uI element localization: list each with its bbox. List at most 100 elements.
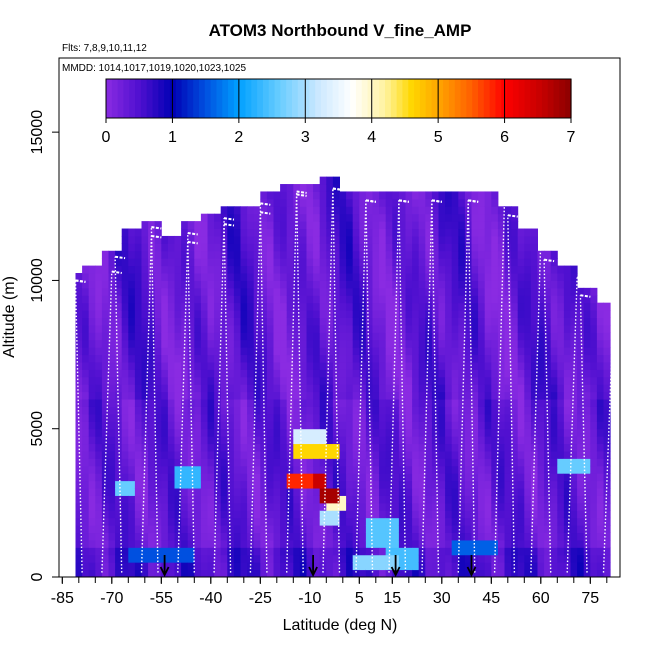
heatmap-cell [200, 332, 208, 341]
heatmap-cell [445, 539, 453, 548]
heatmap-cell [207, 436, 215, 445]
heatmap-cell [405, 206, 413, 215]
heatmap-cell [484, 198, 492, 207]
heatmap-cell [227, 213, 235, 222]
heatmap-cell [451, 488, 459, 496]
heatmap-cell [286, 198, 294, 207]
heatmap-cell [524, 532, 532, 541]
heatmap-cell [207, 465, 215, 474]
heatmap-cell [167, 332, 175, 341]
heatmap-cell [101, 287, 109, 296]
heatmap-cell [339, 221, 347, 230]
heatmap-cell [141, 391, 149, 400]
heatmap-cell [471, 458, 479, 467]
heatmap-cell [365, 562, 373, 571]
heatmap-cell [504, 510, 512, 519]
heatmap-cell [280, 206, 288, 215]
heatmap-cell [530, 310, 538, 318]
heatmap-cell [418, 273, 426, 281]
heatmap-cell [458, 213, 466, 222]
heatmap-cell [504, 421, 512, 430]
heatmap-cell [260, 465, 268, 474]
heatmap-cell [471, 361, 479, 370]
heatmap-cell [570, 458, 578, 467]
heatmap-cell [530, 280, 538, 289]
heatmap-cell [299, 213, 307, 222]
heatmap-cell [220, 554, 228, 563]
heatmap-cell [148, 354, 156, 363]
heatmap-cell [148, 480, 156, 489]
heatmap-cell [464, 391, 472, 400]
heatmap-cell [537, 295, 545, 304]
heatmap-cell [464, 495, 472, 504]
heatmap-cell [280, 421, 288, 430]
heatmap-cell [365, 399, 373, 407]
heatmap-cell [352, 369, 360, 378]
heatmap-cell [491, 569, 499, 578]
heatmap-cell [240, 280, 248, 289]
heatmap-cell [392, 399, 400, 407]
heatmap-cell [273, 562, 281, 571]
heatmap-cell [524, 547, 532, 556]
heatmap-cell [570, 465, 578, 474]
heatmap-cell [286, 250, 294, 259]
heatmap-cell [352, 532, 360, 541]
heatmap-cell [194, 354, 202, 363]
heatmap-cell [306, 399, 314, 407]
heatmap-cell [530, 458, 538, 467]
heatmap-cell [511, 488, 519, 496]
heatmap-cell [280, 324, 288, 333]
heatmap-cell [603, 361, 611, 370]
heatmap-cell [108, 554, 116, 563]
heatmap-cell [154, 502, 162, 511]
heatmap-cell [497, 510, 505, 519]
heatmap-cell [161, 473, 169, 482]
heatmap-cell [299, 258, 307, 267]
heatmap-cell [398, 465, 406, 474]
heatmap-cell [134, 317, 142, 326]
heatmap-cell [570, 324, 578, 333]
heatmap-cell [385, 465, 393, 474]
heatmap-cell [154, 525, 162, 534]
heatmap-cell [154, 450, 162, 459]
heatmap-cell [517, 376, 525, 385]
heatmap-cell [280, 510, 288, 519]
heatmap-cell [431, 488, 439, 496]
heatmap-cell [227, 532, 235, 541]
heatmap-cell [385, 458, 393, 467]
heatmap-cell [471, 465, 479, 474]
heatmap-cell [108, 287, 116, 296]
heatmap-cell [148, 465, 156, 474]
heatmap-cell [207, 399, 215, 407]
heatmap-cell [181, 525, 189, 534]
heatmap-cell [167, 413, 175, 422]
heatmap-cell [359, 221, 367, 230]
heatmap-cell [359, 384, 367, 393]
heatmap-cell [511, 413, 519, 422]
heatmap-cell [544, 399, 552, 407]
heatmap-cell [590, 443, 598, 452]
heatmap-cell [445, 361, 453, 370]
heatmap-cell [385, 295, 393, 304]
heatmap-cell [286, 554, 294, 563]
heatmap-cell [352, 258, 360, 267]
heatmap-cell [445, 495, 453, 504]
heatmap-cell [504, 384, 512, 393]
heatmap-cell [537, 280, 545, 289]
heatmap-cell [306, 206, 314, 215]
heatmap-cell [438, 488, 446, 496]
heatmap-cell [570, 339, 578, 348]
heatmap-cell [425, 228, 433, 237]
heatmap-cell [286, 465, 294, 474]
heatmap-cell [491, 532, 499, 541]
heatmap-cell [227, 428, 235, 437]
y-tick-label: 0 [29, 572, 46, 581]
heatmap-cell [115, 369, 123, 378]
colorbar-segment [210, 79, 218, 118]
heatmap-cell [181, 295, 189, 304]
heatmap-cell [557, 450, 565, 459]
heatmap-cell [431, 213, 439, 222]
heatmap-cell [471, 324, 479, 333]
heatmap-cell [174, 554, 182, 563]
heatmap-cell [511, 361, 519, 370]
